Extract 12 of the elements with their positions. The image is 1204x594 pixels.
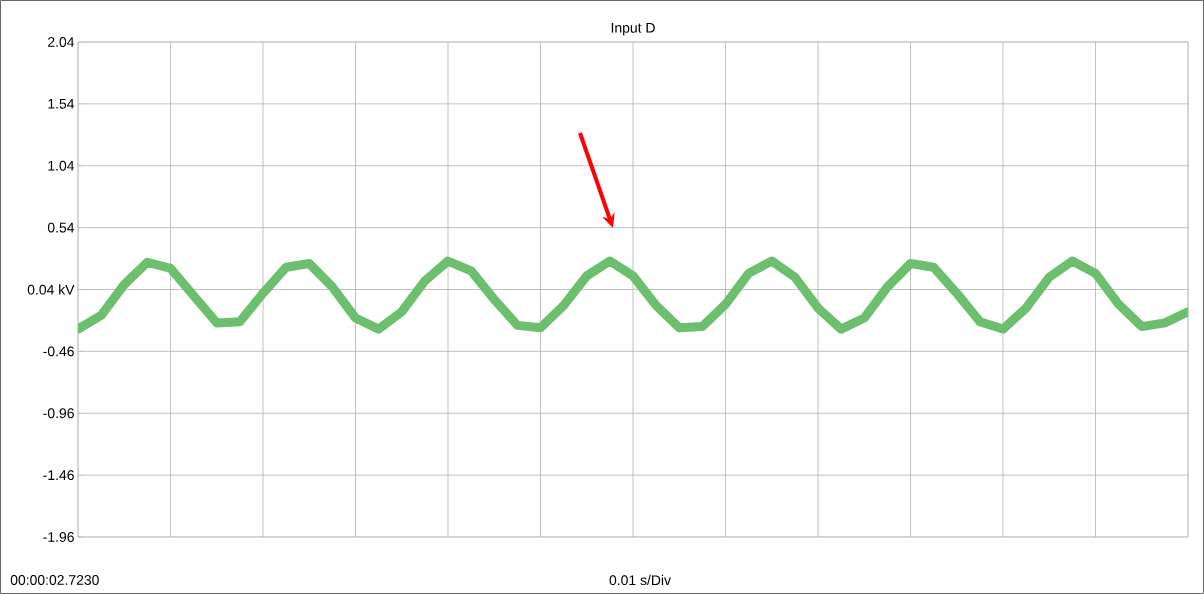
y-tick-label: -0.96 bbox=[43, 408, 74, 419]
text: 0.01 s/Div bbox=[609, 574, 671, 586]
chart-title: Input D bbox=[611, 23, 655, 36]
y-tick-label: 0.04 kV bbox=[27, 284, 75, 295]
y-tick-label: 0.54 bbox=[47, 222, 75, 233]
y-tick-label: -1.96 bbox=[43, 532, 74, 542]
y-tick-label: 1.04 bbox=[48, 160, 75, 171]
y-tick-label: -1.46 bbox=[43, 470, 74, 481]
y-tick-label: 2.04 bbox=[48, 37, 75, 47]
y-tick-label: -0.46 bbox=[43, 346, 74, 357]
text: 00:00:02.7230 bbox=[10, 575, 99, 585]
y-tick-label: 1.54 bbox=[48, 99, 75, 109]
